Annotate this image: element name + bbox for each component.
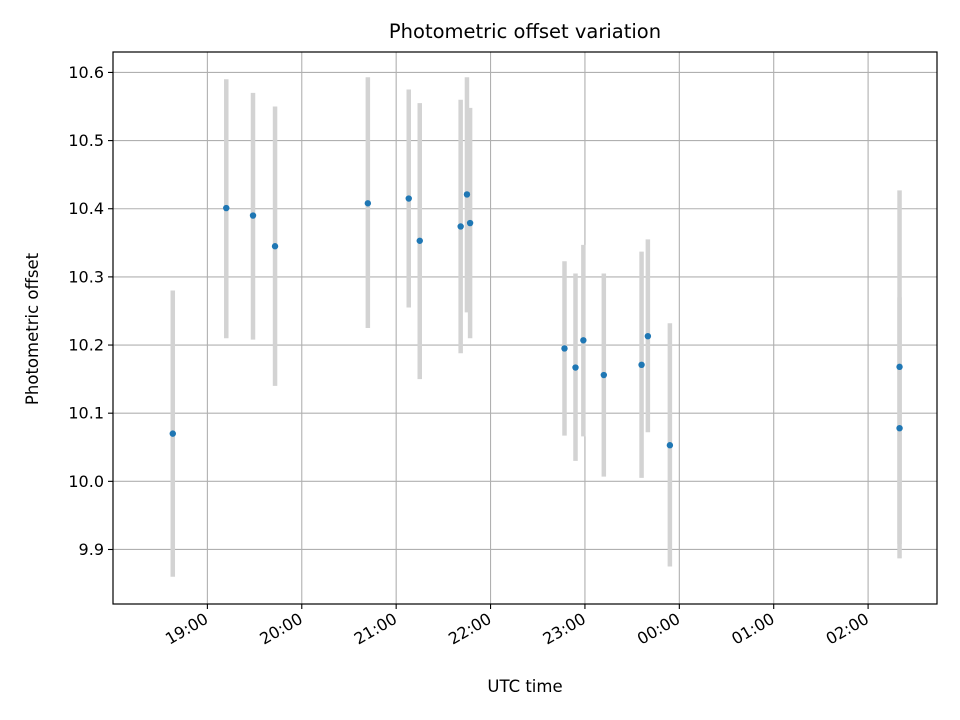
data-point: [572, 364, 579, 371]
grid-layer: [113, 52, 937, 604]
data-point: [457, 223, 464, 230]
y-axis-title: Photometric offset: [23, 252, 42, 405]
y-tick-label: 10.4: [68, 199, 104, 218]
data-point: [405, 195, 412, 202]
y-tick-label: 10.5: [68, 131, 104, 150]
data-point: [223, 204, 230, 212]
data-point: [463, 191, 471, 198]
plot-frame: [112, 51, 938, 605]
x-axis-title: UTC time: [487, 677, 562, 696]
data-point: [896, 363, 903, 371]
data-point: [600, 371, 608, 379]
data-point: [666, 442, 674, 449]
y-tick-label: 10.1: [68, 404, 104, 423]
point-layer: [169, 191, 903, 449]
data-point: [249, 212, 257, 219]
data-point: [466, 219, 474, 227]
data-point: [169, 430, 176, 437]
y-tick-label: 10.3: [68, 267, 104, 286]
data-point: [364, 200, 372, 207]
data-point: [561, 345, 568, 352]
y-tick-label: 10.0: [68, 472, 104, 491]
data-point: [580, 337, 587, 344]
data-point: [896, 424, 903, 432]
data-point: [638, 361, 645, 368]
chart-title: Photometric offset variation: [389, 20, 661, 43]
y-tick-label: 10.2: [68, 336, 104, 355]
data-point: [271, 243, 279, 250]
data-point: [644, 332, 652, 340]
y-tick-label: 9.9: [79, 540, 104, 559]
data-point: [416, 237, 423, 244]
y-tick-label: 10.6: [68, 63, 104, 82]
